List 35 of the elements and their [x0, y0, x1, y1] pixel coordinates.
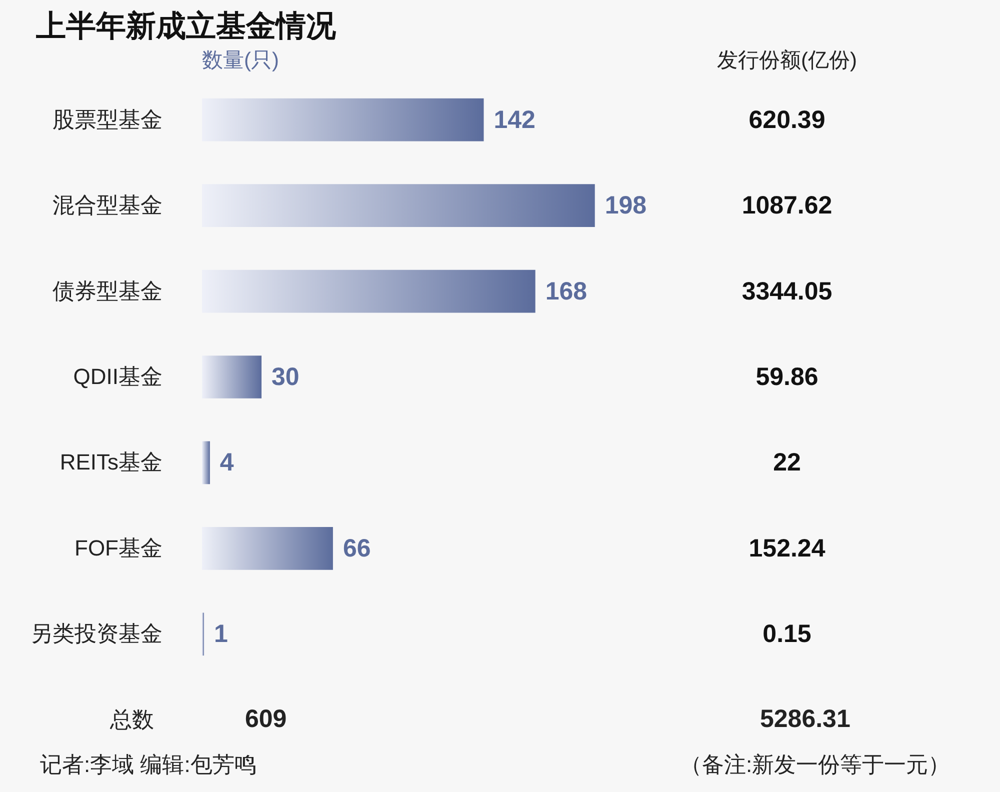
data-label: 3344.05 [742, 277, 832, 306]
text: 记者:李域 编辑:包芳鸣 [40, 751, 256, 779]
data-label: 4 [220, 448, 234, 477]
data-label: 0.15 [762, 620, 812, 648]
y-tick-label: FOF基金 [74, 535, 162, 560]
text: 总数 [110, 706, 154, 734]
y-tick-label: QDII基金 [73, 364, 162, 389]
bar [202, 356, 262, 398]
bar [202, 98, 484, 142]
data-label: 620.39 [748, 106, 826, 134]
y-tick-label: 混合型基金 [52, 192, 162, 218]
bar [202, 527, 333, 570]
y-tick-label: REITs基金 [60, 450, 162, 475]
text: （备注:新发一份等于一元） [680, 751, 950, 779]
data-label: 30 [272, 363, 300, 391]
data-label: 152.24 [748, 534, 826, 562]
data-label: 198 [604, 192, 647, 220]
data-label: 168 [545, 277, 588, 306]
bar [202, 184, 595, 227]
data-label: 1087.62 [742, 192, 832, 220]
y-tick-label: 股票型基金 [52, 106, 162, 132]
bar [202, 270, 536, 313]
text: 609 [245, 705, 287, 734]
data-label: 22 [773, 448, 801, 477]
y-tick-label: 另类投资基金 [30, 621, 162, 646]
y-tick-label: 债券型基金 [52, 278, 162, 304]
bar [202, 441, 210, 484]
chart-title: 上半年新成立基金情况 [36, 9, 336, 45]
data-label: 66 [342, 534, 371, 562]
data-label: 142 [494, 106, 536, 134]
text: 5286.31 [760, 705, 850, 734]
data-label: 1 [214, 620, 228, 648]
series-label: 数量(只) [202, 49, 279, 72]
data-label: 59.86 [756, 363, 818, 391]
text: 发行份额(亿份) [717, 49, 857, 72]
